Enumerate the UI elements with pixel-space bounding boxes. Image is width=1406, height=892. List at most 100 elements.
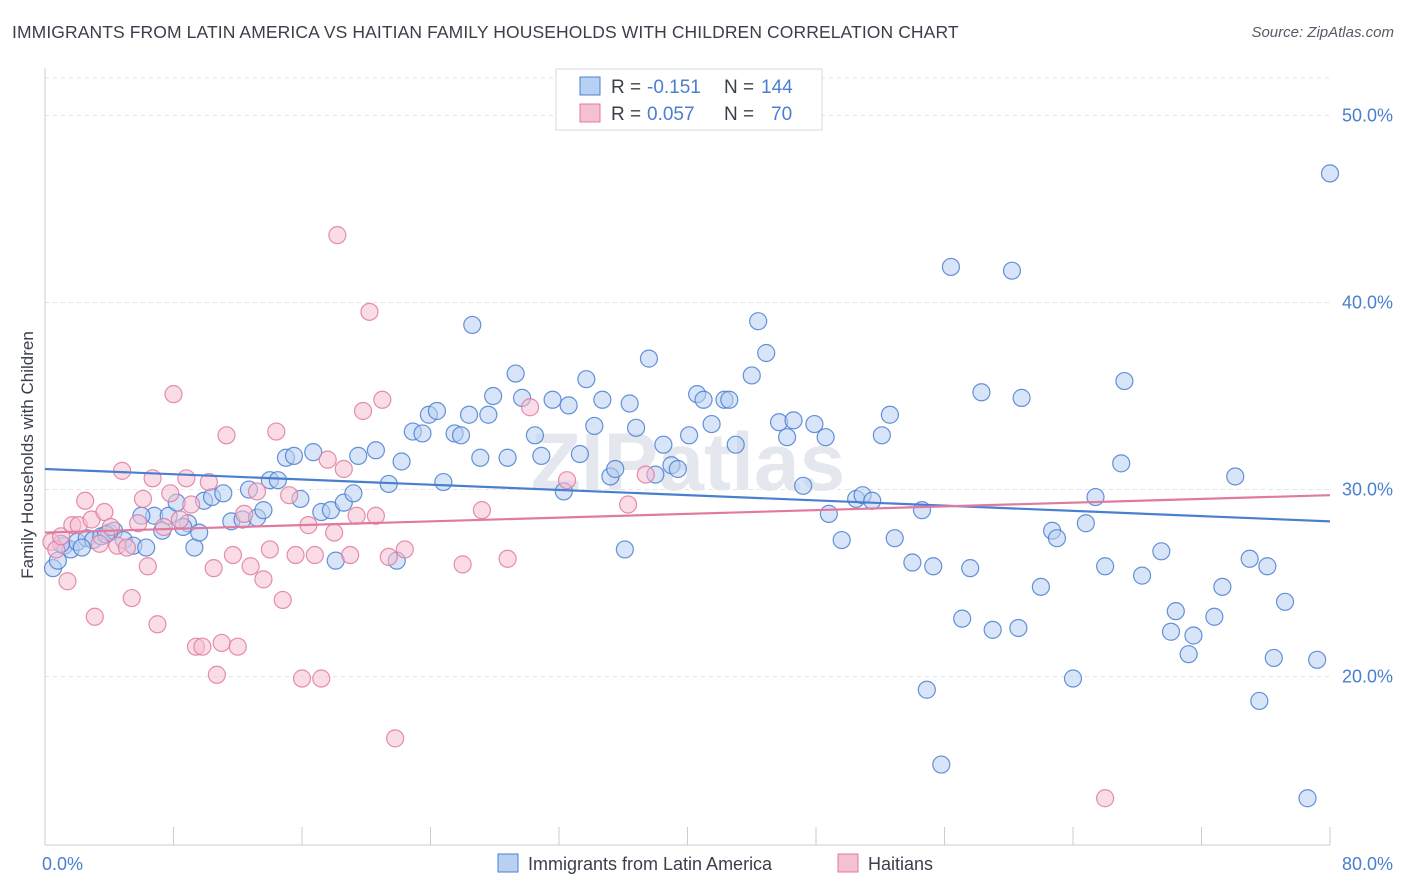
haitians-point-25 [177,469,196,488]
haitians-point-16 [129,514,148,533]
latin-america-point-92 [819,504,838,523]
latin-america-point-76 [680,426,699,445]
haitians-point-10 [95,502,114,522]
trend-lines [44,467,1331,534]
latin-america-point-36 [344,484,363,503]
latin-america-point-124 [1161,622,1181,641]
haitians-point-58 [373,390,392,409]
latin-america-point-49 [459,405,479,424]
latin-america-point-41 [392,452,411,471]
haitians-point-62 [453,555,472,574]
latin-america-point-12 [137,538,156,557]
latin-america-point-120 [1112,454,1131,473]
latin-america-point-65 [593,390,612,409]
latin-america-point-111 [1009,618,1028,638]
latin-america-point-123 [1152,542,1171,561]
haitians-point-59 [379,547,398,567]
latin-america-point-105 [941,257,961,277]
haitians-point-28 [193,637,212,656]
legend-r-label-1: R = [611,77,641,98]
haitians-point-38 [247,482,267,501]
haitians-point-33 [217,426,236,445]
latin-america-point-69 [620,394,639,413]
latin-america-point-67 [606,459,625,479]
haitians-point-50 [325,523,344,542]
y-tick-label-50: 50.0% [1342,105,1393,125]
legend-n-value-1: 144 [761,77,793,98]
latin-america-point-58 [532,446,551,465]
bottom-legend-swatch-pink [837,853,859,873]
latin-america-point-78 [694,390,713,409]
latin-america-point-73 [654,435,673,454]
latin-america-point-134 [1264,648,1283,668]
latin-america-point-117 [1076,514,1095,533]
haitians-point-51 [328,226,347,245]
y-tick-labels: 20.0% 30.0% 40.0% 50.0% [1342,105,1393,686]
haitians-point-11 [101,517,120,537]
x-tick-label-max: 80.0% [1342,854,1393,874]
haitians-point-52 [334,459,353,479]
y-tick-label-20: 20.0% [1342,667,1393,687]
latin-america-point-129 [1213,577,1232,596]
latin-america-point-50 [463,315,482,335]
y-tick-label-40: 40.0% [1342,292,1393,312]
latin-america-point-127 [1184,626,1203,645]
bottom-legend-label-pink: Haitians [868,854,933,874]
latin-america-point-104 [932,755,951,774]
latin-america-point-62 [570,444,589,464]
latin-america-point-125 [1166,602,1185,621]
legend-box: R = -0.151 N = 144 R = 0.057 N = 70 [555,68,823,131]
latin-america-point-84 [749,312,768,331]
latin-america-point-83 [742,366,761,385]
latin-america-point-107 [961,559,980,578]
latin-america-point-144 [190,523,209,542]
latin-america-point-98 [880,405,899,424]
haitians-point-30 [204,559,223,578]
latin-america-point-70 [626,418,646,437]
latin-america-point-82 [726,435,745,454]
latin-america-trend-line [44,467,1331,523]
latin-america-point-27 [268,471,288,490]
latin-america-point-43 [413,424,432,443]
haitians-point-42 [273,590,292,610]
latin-america-point-89 [794,476,813,495]
haitians-trend-line [44,494,1331,534]
haitians-point-67 [618,495,638,514]
legend-swatch-pink [579,103,601,123]
latin-america-point-96 [863,491,882,510]
haitians-point-32 [212,633,231,653]
haitians-point-18 [138,557,157,576]
latin-america-point-64 [585,416,604,436]
latin-america-point-52 [479,405,498,424]
latin-america-point-29 [284,446,304,465]
latin-america-point-79 [702,414,721,434]
latin-america-point-110 [1002,261,1022,280]
haitians-point-65 [520,398,540,417]
haitians-point-24 [170,510,190,529]
bottom-legend: Immigrants from Latin America Haitians [497,853,933,874]
axes [44,68,1331,846]
latin-america-point-63 [577,370,596,389]
legend-n-value-2: 70 [771,104,792,125]
legend-r-value-1: -0.151 [647,77,701,98]
haitians-point-9 [90,534,109,553]
grid-lines [45,77,1330,678]
haitians-point-14 [117,538,137,557]
latin-america-point-57 [525,426,545,445]
x-tick-labels: 0.0% 80.0% [42,854,1393,874]
latin-america-point-61 [559,396,578,415]
latin-america-point-130 [1226,467,1245,486]
latin-america-point-88 [784,411,803,430]
bottom-legend-label-blue: Immigrants from Latin America [528,854,773,874]
haitians-point-34 [223,545,243,565]
latin-america-point-106 [953,609,972,628]
haitians-point-35 [228,637,247,656]
haitians-point-60 [386,729,405,748]
latin-america-point-97 [872,426,891,445]
haitians-point-68 [636,465,655,484]
latin-america-point-45 [427,401,447,421]
haitians-point-39 [254,570,273,589]
series-latin-america-points [43,164,1340,808]
haitians-point-61 [395,540,414,559]
